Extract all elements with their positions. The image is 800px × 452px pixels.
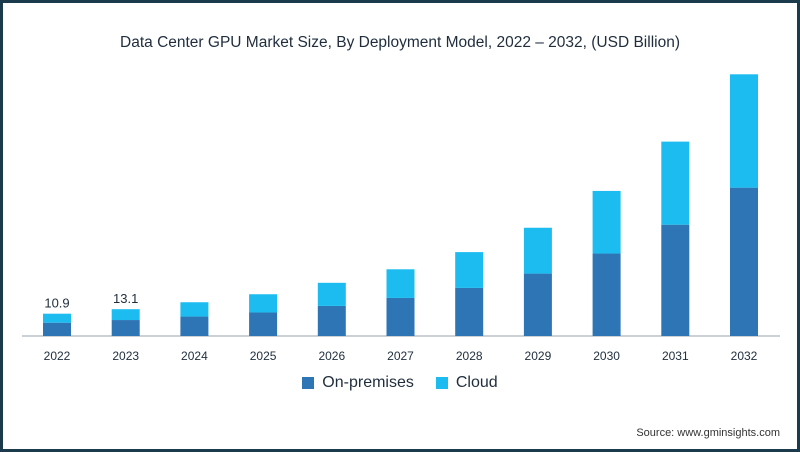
- x-tick-label-2029: 2029: [525, 349, 552, 363]
- bar-on-premises-2029: [523, 273, 552, 336]
- legend-item-on-premises[interactable]: On-premises: [302, 374, 414, 392]
- bar-on-premises-2022: [43, 322, 71, 336]
- bar-cloud-2022: [43, 313, 71, 323]
- x-tick-label-2025: 2025: [250, 349, 277, 363]
- bar-cloud-2032: [730, 74, 758, 188]
- legend: On-premises Cloud: [0, 374, 800, 392]
- legend-swatch-cloud: [435, 377, 448, 389]
- bar-cloud-2029: [523, 227, 552, 274]
- bars-group: [43, 74, 758, 336]
- bar-on-premises-2030: [592, 253, 621, 336]
- bar-on-premises-2028: [455, 287, 484, 336]
- x-tick-label-2022: 2022: [44, 349, 71, 363]
- bar-on-premises-2032: [730, 187, 758, 336]
- legend-swatch-on-premises: [302, 377, 315, 389]
- bar-cloud-2027: [386, 269, 415, 298]
- x-tick-label-2023: 2023: [112, 349, 139, 363]
- bar-cloud-2023: [111, 309, 140, 321]
- x-tick-label-2028: 2028: [456, 349, 483, 363]
- bar-cloud-2030: [592, 190, 621, 254]
- x-tick-label-2031: 2031: [662, 349, 689, 363]
- bar-on-premises-2025: [249, 312, 278, 336]
- bar-cloud-2026: [317, 282, 346, 306]
- bar-cloud-2028: [455, 252, 484, 288]
- bar-on-premises-2031: [661, 224, 690, 336]
- x-tick-label-2030: 2030: [593, 349, 620, 363]
- bar-on-premises-2027: [386, 297, 415, 336]
- x-tick-label-2026: 2026: [318, 349, 345, 363]
- bar-on-premises-2026: [317, 305, 346, 336]
- bar-cloud-2031: [661, 141, 690, 225]
- x-tick-label-2027: 2027: [387, 349, 414, 363]
- bar-cloud-2025: [249, 294, 278, 313]
- x-tick-label-2024: 2024: [181, 349, 208, 363]
- bar-on-premises-2024: [180, 316, 209, 336]
- source-text: Source: www.gminsights.com: [636, 427, 780, 439]
- legend-label-on-premises: On-premises: [322, 374, 414, 391]
- legend-label-cloud: Cloud: [455, 374, 498, 391]
- labels-group: 2022 10.9 2023 13.1 2024 2025 2026 2027 2028 2029…: [44, 291, 758, 363]
- legend-item-cloud[interactable]: Cloud: [435, 374, 498, 392]
- bar-cloud-2024: [180, 302, 209, 317]
- data-label-2023: 13.1: [113, 291, 138, 306]
- chart-title: Data Center GPU Market Size, By Deployme…: [120, 34, 680, 51]
- data-label-2022: 10.9: [44, 296, 69, 311]
- x-tick-label-2032: 2032: [731, 349, 758, 363]
- bar-on-premises-2023: [111, 320, 140, 336]
